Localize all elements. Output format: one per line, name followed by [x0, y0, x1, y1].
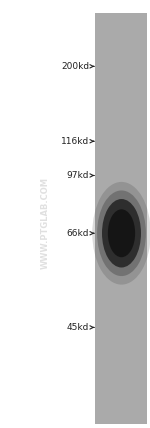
- Text: WWW.PTGLAB.COM: WWW.PTGLAB.COM: [40, 177, 50, 268]
- Ellipse shape: [97, 190, 146, 276]
- Text: 200kd: 200kd: [61, 62, 89, 71]
- Text: 116kd: 116kd: [61, 137, 89, 146]
- Text: 45kd: 45kd: [67, 323, 89, 332]
- Bar: [95, 13, 147, 424]
- Ellipse shape: [92, 182, 150, 285]
- Text: 97kd: 97kd: [67, 171, 89, 180]
- Ellipse shape: [102, 199, 141, 268]
- Ellipse shape: [108, 209, 135, 257]
- Text: 66kd: 66kd: [67, 229, 89, 238]
